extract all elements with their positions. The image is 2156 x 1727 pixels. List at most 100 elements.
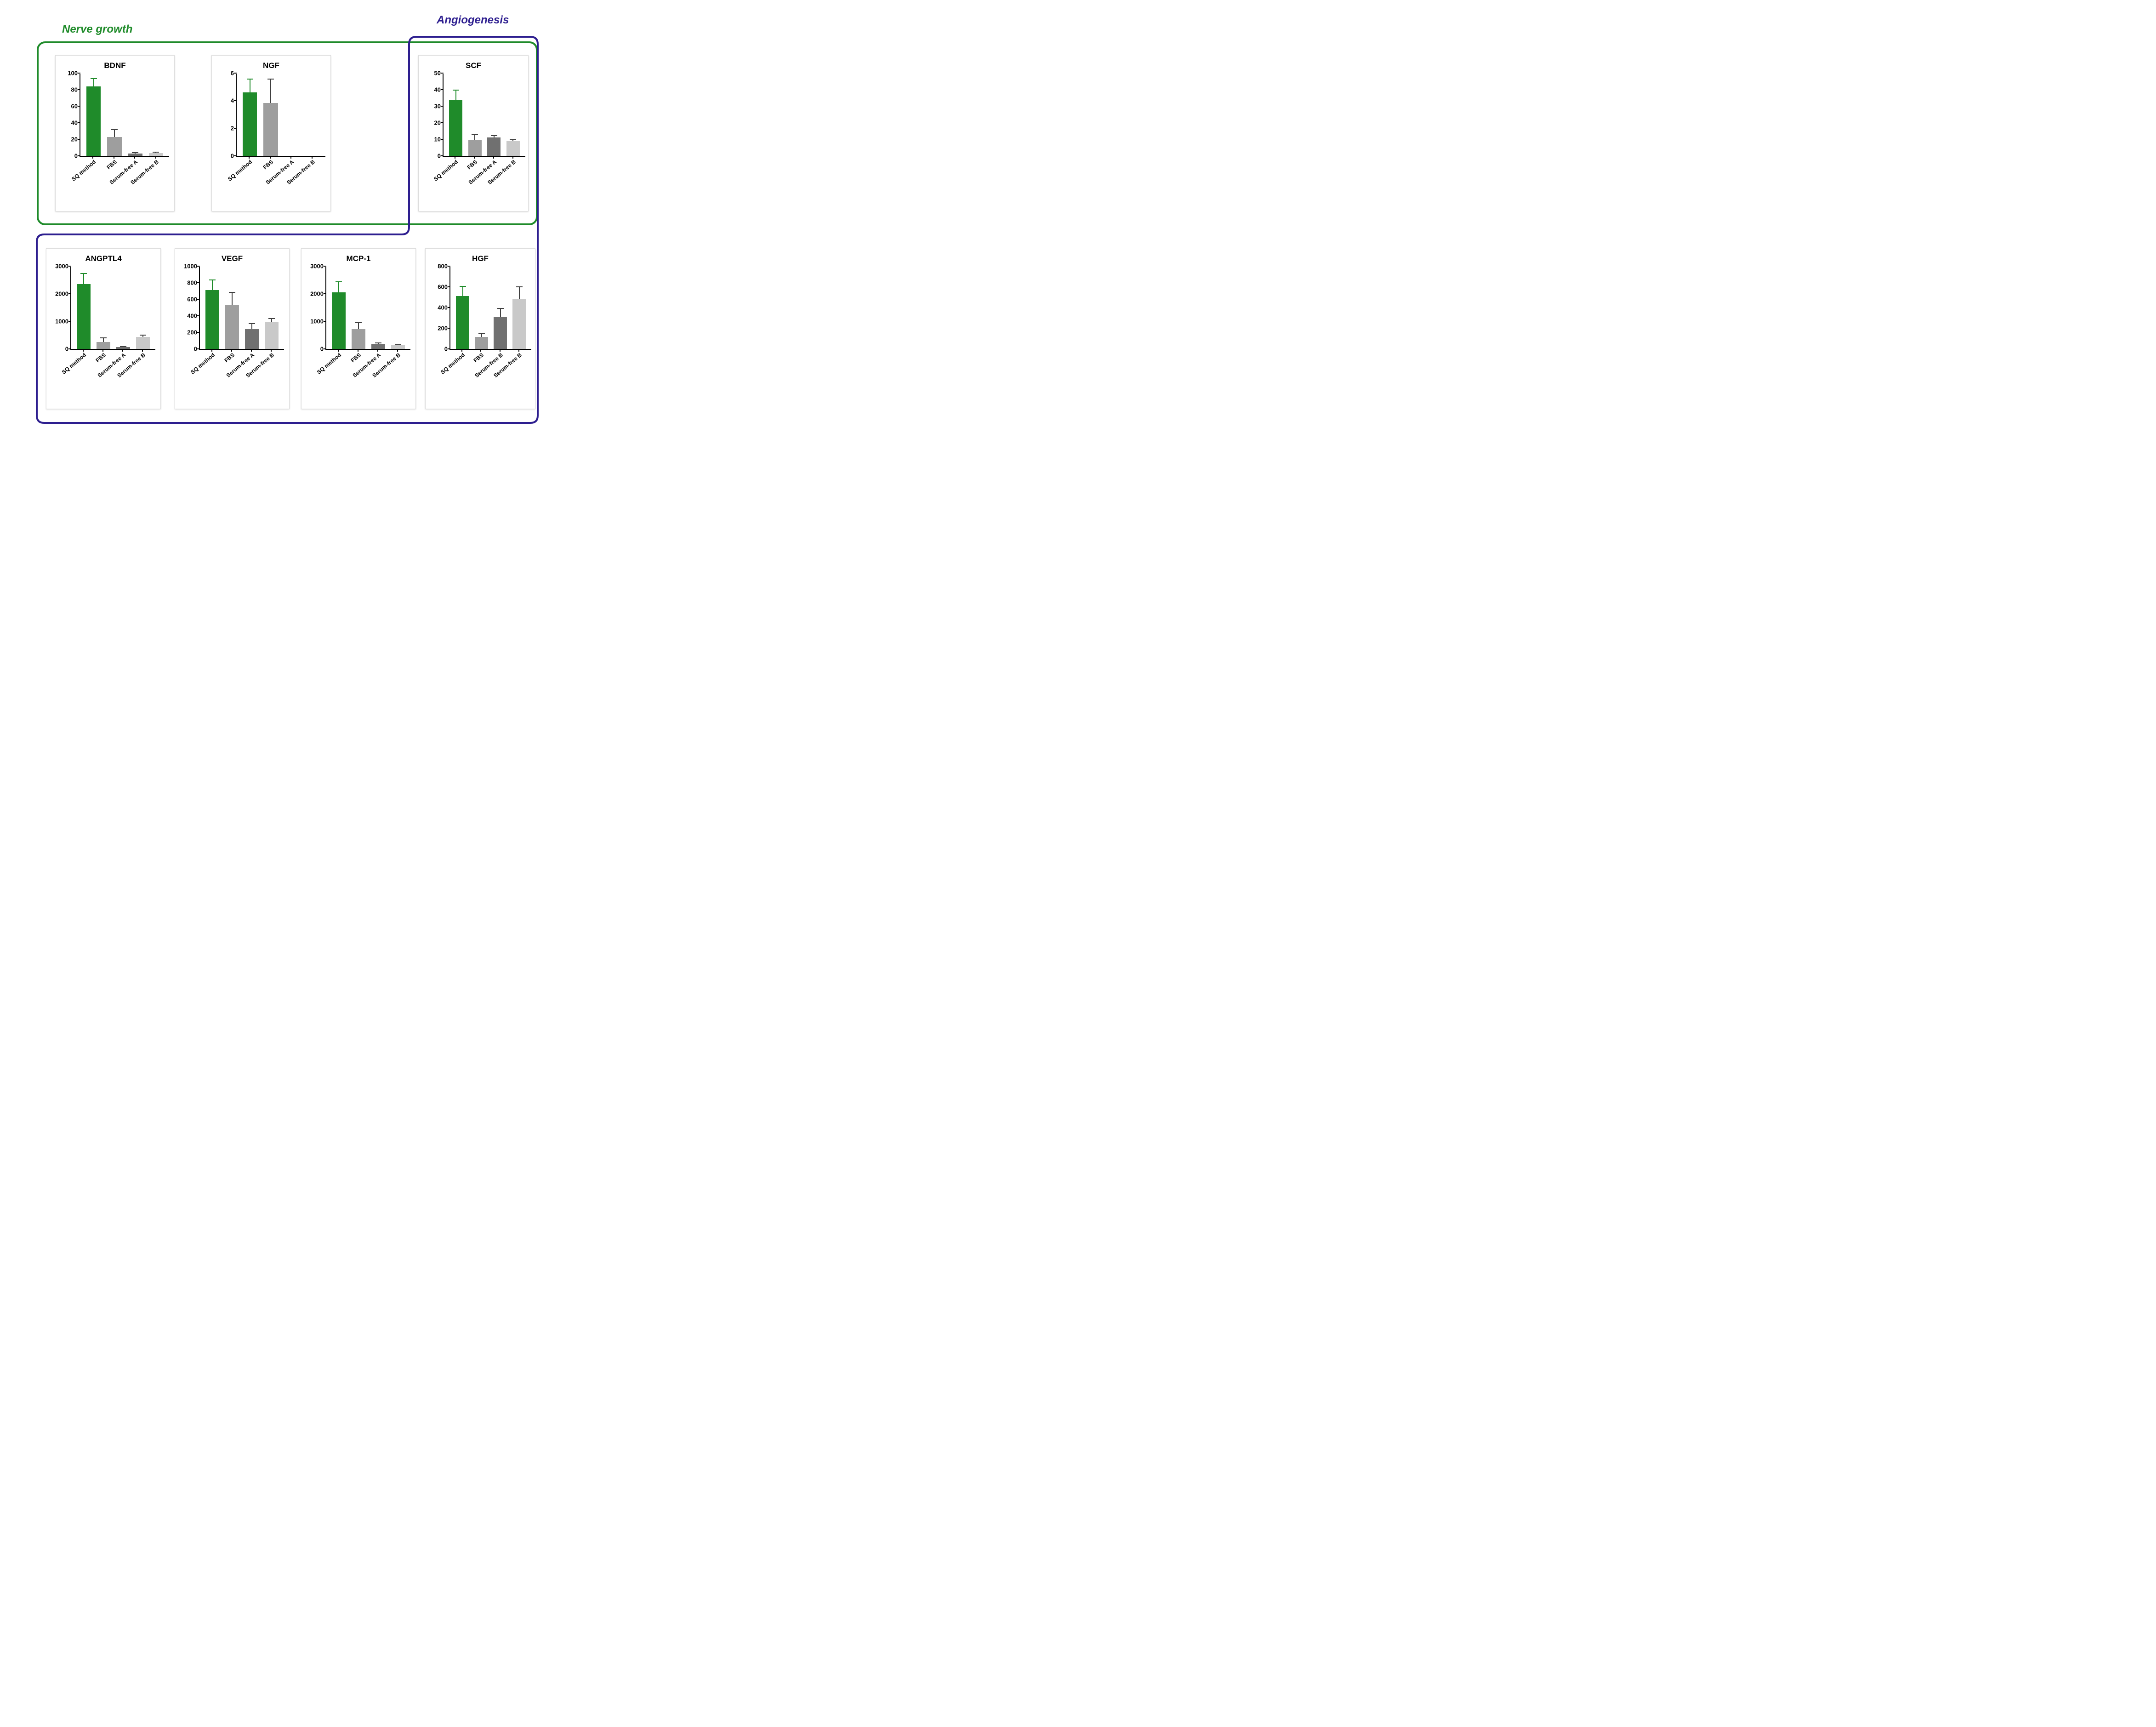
bars-group xyxy=(237,74,325,156)
plot-area: 0200400600800 xyxy=(449,267,531,350)
y-tick-label: 2000 xyxy=(49,291,68,297)
error-cap xyxy=(247,79,253,80)
bars-group xyxy=(450,267,531,349)
figure-stage: Nerve growth Angiogenesis BDNF0204060801… xyxy=(14,9,556,432)
y-tick-label: 40 xyxy=(421,86,441,93)
y-tick-mark xyxy=(68,266,71,267)
error-bar xyxy=(103,337,104,342)
bar-slot xyxy=(453,267,472,349)
chart-title: SCF xyxy=(423,61,523,70)
bar-slot xyxy=(114,267,133,349)
x-label-text: FBS xyxy=(472,352,485,364)
y-tick-label: 200 xyxy=(428,325,448,332)
bar-slot xyxy=(302,74,323,156)
x-labels: SQ methodFBSSerum-free ASerum-free B xyxy=(199,350,284,382)
x-label: Serum-free B xyxy=(510,350,529,382)
error-bar xyxy=(212,279,213,290)
x-label-text: SQ method xyxy=(316,352,342,376)
x-label-text: SQ method xyxy=(61,352,87,376)
y-tick-label: 1000 xyxy=(178,263,197,270)
y-tick-label: 1000 xyxy=(49,318,68,325)
bar xyxy=(449,100,462,156)
x-label: SQ method xyxy=(73,350,93,382)
plot-area: 01020304050 xyxy=(443,74,525,157)
error-cap xyxy=(91,78,97,79)
error-cap xyxy=(472,134,478,135)
error-cap xyxy=(229,292,235,293)
error-cap xyxy=(375,342,381,343)
bar xyxy=(97,342,110,349)
bar xyxy=(77,284,91,349)
error-bar xyxy=(358,322,359,329)
error-cap xyxy=(453,90,459,91)
bar-slot xyxy=(388,267,408,349)
x-label-text: SQ method xyxy=(227,159,253,182)
error-bar xyxy=(83,273,84,284)
x-label-text: SQ method xyxy=(432,159,459,182)
x-labels: SQ methodFBSSerum-free ASerum-free B xyxy=(236,157,325,189)
chart-bdnf: BDNF020406080100SQ methodFBSSerum-free A… xyxy=(55,55,175,211)
error-cap xyxy=(140,335,146,336)
bar-slot xyxy=(242,267,262,349)
bars-group xyxy=(71,267,155,349)
error-bar xyxy=(155,152,156,153)
y-tick-label: 200 xyxy=(178,329,197,336)
error-cap xyxy=(267,79,274,80)
error-bar xyxy=(93,78,94,86)
x-label: Serum-free B xyxy=(133,350,153,382)
x-labels: SQ methodFBSSerum-free BSerum-free B xyxy=(449,350,531,382)
y-tick-mark xyxy=(448,266,450,267)
y-tick-mark xyxy=(324,266,326,267)
bar xyxy=(243,92,257,156)
bar-slot xyxy=(74,267,94,349)
bar-slot xyxy=(349,267,369,349)
y-tick-label: 2 xyxy=(215,125,234,132)
x-labels: SQ methodFBSSerum-free ASerum-free B xyxy=(443,157,525,189)
x-label: SQ method xyxy=(239,157,260,189)
error-cap xyxy=(80,273,87,274)
chart-scf: SCF 01020304050SQ methodFBSSerum-free ASe… xyxy=(418,55,529,211)
chart-title: ANGPTL4 xyxy=(51,254,156,263)
x-label: SQ method xyxy=(82,157,103,189)
y-tick-label: 50 xyxy=(421,70,441,77)
error-cap xyxy=(209,279,216,280)
y-tick-mark xyxy=(234,73,237,74)
y-tick-label: 20 xyxy=(421,120,441,126)
y-tick-label: 100 xyxy=(58,70,78,77)
error-bar xyxy=(519,286,520,299)
bars-group xyxy=(326,267,410,349)
x-label: Serum-free B xyxy=(301,157,323,189)
y-tick-label: 800 xyxy=(428,263,448,270)
error-bar xyxy=(271,318,272,322)
bar-slot xyxy=(125,74,146,156)
y-tick-label: 6 xyxy=(215,70,234,77)
bar-slot xyxy=(94,267,114,349)
error-bar xyxy=(251,323,252,329)
bar xyxy=(391,345,405,349)
error-bar xyxy=(123,346,124,347)
bar-slot xyxy=(133,267,153,349)
bar xyxy=(494,317,507,349)
y-tick-mark xyxy=(78,73,80,74)
bar xyxy=(107,137,122,156)
bar-slot xyxy=(281,74,302,156)
chart-angptl4: ANGPTL40100020003000SQ methodFBSSerum-fr… xyxy=(46,248,161,409)
y-tick-label: 0 xyxy=(49,346,68,353)
bar-slot xyxy=(222,267,242,349)
error-cap xyxy=(100,337,107,338)
error-bar xyxy=(142,335,143,337)
y-tick-label: 0 xyxy=(304,346,324,353)
y-tick-label: 0 xyxy=(178,346,197,353)
x-label: Serum-free B xyxy=(503,157,523,189)
bar-slot xyxy=(472,267,491,349)
error-cap xyxy=(491,135,497,136)
bar xyxy=(332,292,346,349)
error-bar xyxy=(455,90,456,100)
y-tick-label: 1000 xyxy=(304,318,324,325)
bar xyxy=(86,86,101,156)
y-tick-label: 400 xyxy=(178,313,197,319)
bar-slot xyxy=(446,74,466,156)
y-tick-label: 4 xyxy=(215,97,234,104)
error-cap xyxy=(460,286,466,287)
error-bar xyxy=(474,134,475,140)
